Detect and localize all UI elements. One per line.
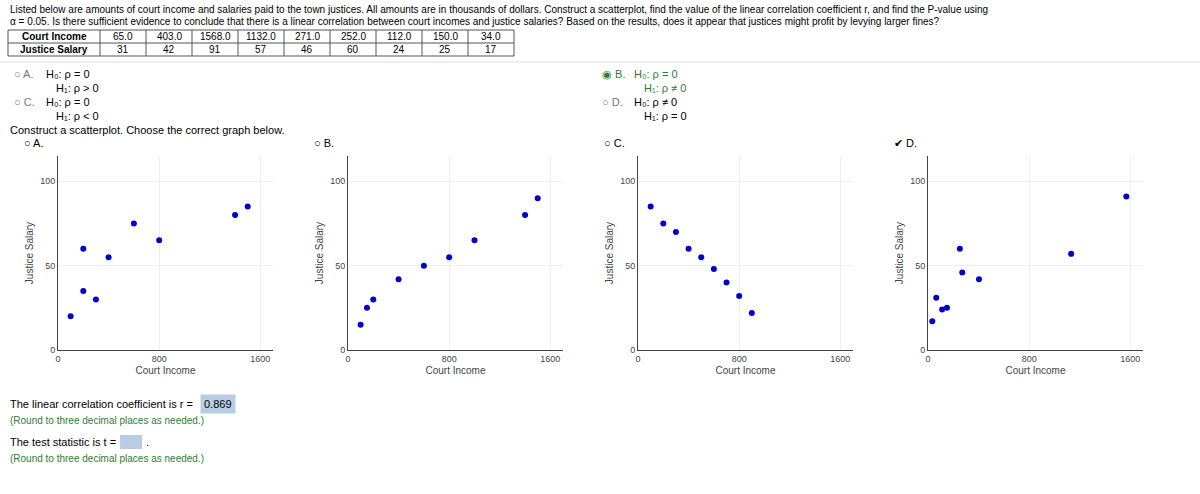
svg-text:0: 0 [630, 345, 635, 355]
svg-text:1600: 1600 [250, 354, 270, 364]
svg-text:50: 50 [45, 261, 55, 271]
svg-text:25: 25 [439, 44, 451, 55]
svg-text:(Round to three decimal places: (Round to three decimal places as needed… [10, 415, 204, 426]
svg-text:.: . [146, 436, 149, 448]
svg-text:H₀: ρ = 0: H₀: ρ = 0 [46, 68, 90, 80]
svg-text:H₁: ρ < 0: H₁: ρ < 0 [56, 110, 99, 122]
svg-text:252.0: 252.0 [341, 31, 366, 42]
svg-text:800: 800 [442, 354, 457, 364]
svg-text:○ C.: ○ C. [14, 96, 35, 108]
svg-text:The test statistic is t =: The test statistic is t = [10, 436, 116, 448]
svg-text:1568.0: 1568.0 [200, 31, 231, 42]
svg-text:0: 0 [340, 345, 345, 355]
svg-text:H₁: ρ = 0: H₁: ρ = 0 [644, 110, 687, 122]
svg-text:0: 0 [50, 345, 55, 355]
svg-text:0.869: 0.869 [204, 398, 232, 410]
svg-text:Court Income: Court Income [135, 365, 195, 376]
svg-text:100: 100 [910, 176, 925, 186]
svg-text:31: 31 [117, 44, 129, 55]
svg-text:The linear correlation coeffic: The linear correlation coefficient is r … [10, 398, 193, 410]
svg-text:α = 0.05. Is there sufficient: α = 0.05. Is there sufficient evidence t… [10, 16, 940, 27]
svg-text:50: 50 [335, 261, 345, 271]
svg-text:57: 57 [255, 44, 267, 55]
svg-text:✔ D.: ✔ D. [894, 137, 917, 149]
svg-text:○ C.: ○ C. [604, 137, 625, 149]
svg-text:(Round to three decimal places: (Round to three decimal places as needed… [10, 453, 204, 464]
svg-text:○ A.: ○ A. [14, 68, 34, 80]
svg-text:1600: 1600 [540, 354, 560, 364]
svg-text:Justice Salary: Justice Salary [24, 222, 35, 284]
svg-text:Listed below are amounts of co: Listed below are amounts of court income… [10, 4, 988, 15]
svg-text:0: 0 [925, 354, 930, 364]
svg-text:1600: 1600 [830, 354, 850, 364]
svg-text:17: 17 [485, 44, 497, 55]
svg-text:65.0: 65.0 [113, 31, 133, 42]
svg-text:50: 50 [915, 261, 925, 271]
svg-text:100: 100 [620, 176, 635, 186]
svg-text:Court Income: Court Income [425, 365, 485, 376]
svg-text:0: 0 [345, 354, 350, 364]
svg-text:50: 50 [625, 261, 635, 271]
svg-text:Construct a scatterplot. Choos: Construct a scatterplot. Choose the corr… [10, 124, 285, 136]
svg-text:91: 91 [209, 44, 221, 55]
svg-text:271.0: 271.0 [295, 31, 320, 42]
svg-text:0: 0 [920, 345, 925, 355]
svg-text:60: 60 [347, 44, 359, 55]
svg-text:Justice Salary: Justice Salary [894, 222, 905, 284]
svg-text:1600: 1600 [1120, 354, 1140, 364]
svg-text:403.0: 403.0 [157, 31, 182, 42]
svg-text:46: 46 [301, 44, 313, 55]
svg-text:150.0: 150.0 [433, 31, 458, 42]
svg-text:H₁: ρ > 0: H₁: ρ > 0 [56, 82, 99, 94]
svg-text:H₁: ρ ≠ 0: H₁: ρ ≠ 0 [644, 82, 686, 94]
svg-text:◉ B.: ◉ B. [602, 68, 625, 80]
svg-text:800: 800 [152, 354, 167, 364]
svg-text:Court Income: Court Income [715, 365, 775, 376]
svg-text:112.0: 112.0 [387, 31, 412, 42]
svg-text:H₀: ρ = 0: H₀: ρ = 0 [46, 96, 90, 108]
svg-text:H₀: ρ = 0: H₀: ρ = 0 [634, 68, 678, 80]
svg-text:Court Income: Court Income [1005, 365, 1065, 376]
svg-text:100: 100 [330, 176, 345, 186]
svg-text:800: 800 [732, 354, 747, 364]
svg-text:Court Income: Court Income [22, 31, 87, 42]
svg-text:0: 0 [635, 354, 640, 364]
svg-text:Justice Salary: Justice Salary [604, 222, 615, 284]
svg-text:34.0: 34.0 [481, 31, 501, 42]
svg-text:○ D.: ○ D. [602, 96, 623, 108]
svg-text:○ A.: ○ A. [24, 137, 44, 149]
svg-text:24: 24 [393, 44, 405, 55]
svg-text:Justice Salary: Justice Salary [314, 222, 325, 284]
svg-text:800: 800 [1022, 354, 1037, 364]
svg-text:H₀: ρ ≠ 0: H₀: ρ ≠ 0 [634, 96, 677, 108]
svg-text:100: 100 [40, 176, 55, 186]
svg-text:0: 0 [55, 354, 60, 364]
svg-text:42: 42 [163, 44, 175, 55]
svg-text:○ B.: ○ B. [314, 137, 334, 149]
svg-text:1132.0: 1132.0 [246, 31, 276, 42]
svg-text:Justice Salary: Justice Salary [20, 44, 88, 55]
